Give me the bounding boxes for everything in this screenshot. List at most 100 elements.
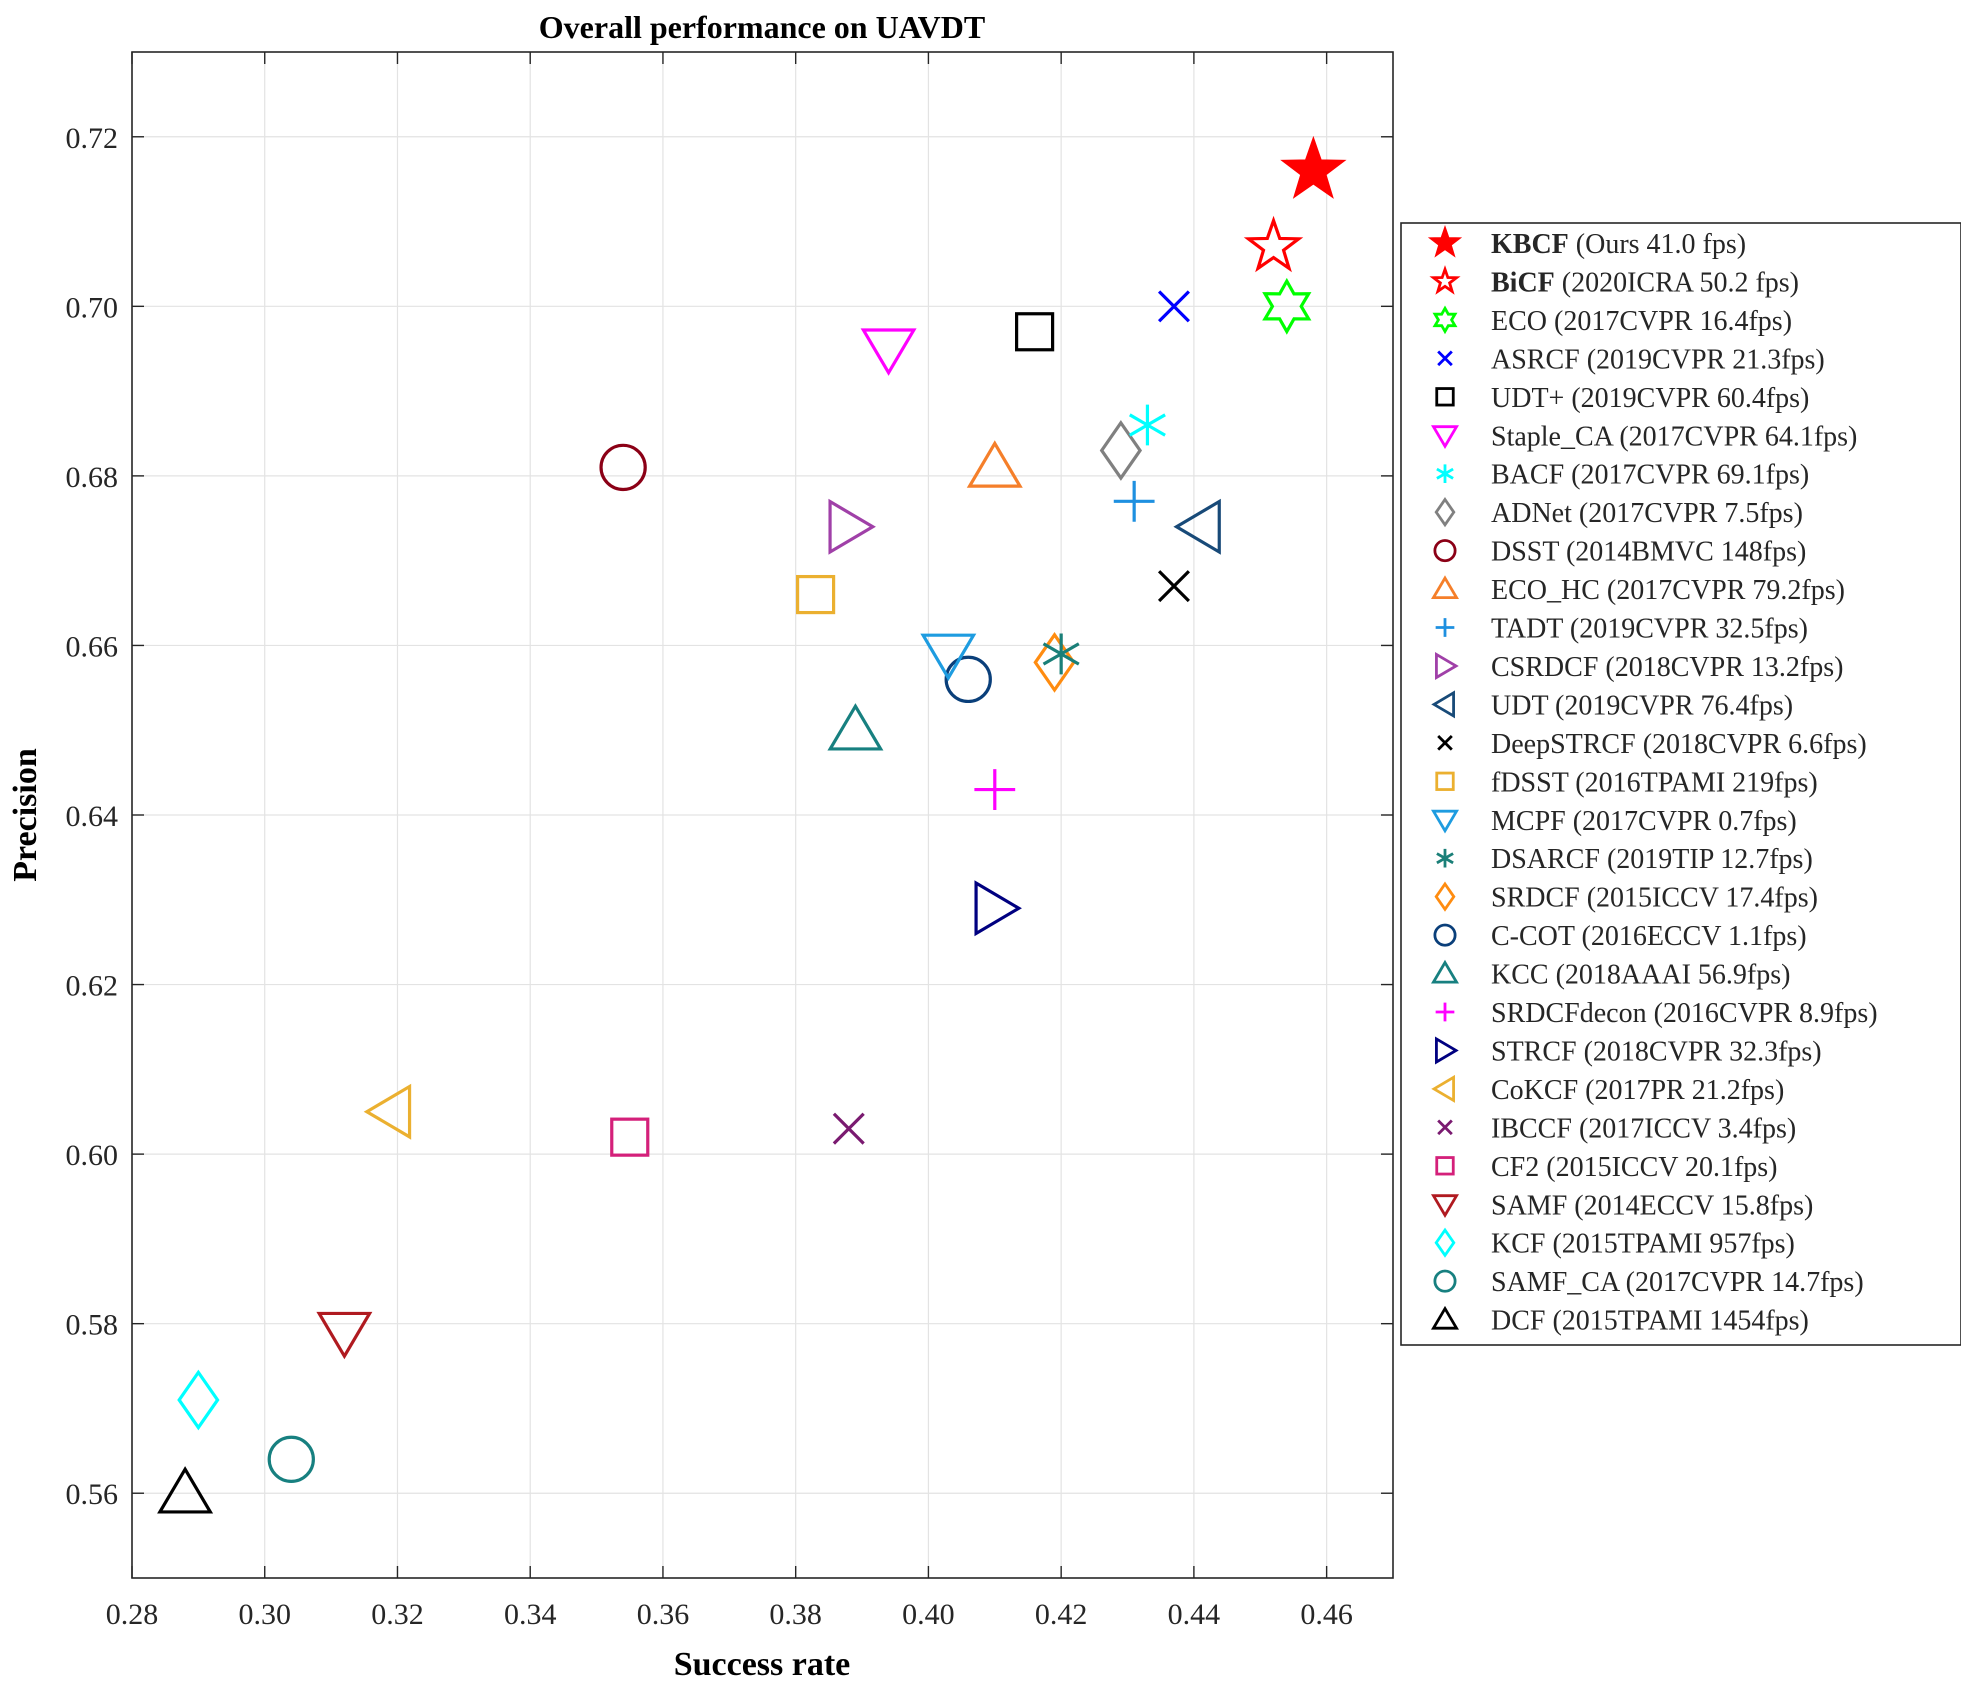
legend-detail: (2019TIP 12.7fps) — [1600, 844, 1813, 875]
legend-marker — [1430, 575, 1460, 600]
marker-layer — [157, 135, 1347, 1514]
legend-detail: (2017CVPR 14.7fps) — [1619, 1267, 1864, 1298]
legend-marker — [1437, 350, 1453, 367]
legend-label: UDT+ (2019CVPR 60.4fps) — [1491, 383, 1809, 414]
legend-entry: SRDCF (2015ICCV 17.4fps) — [1434, 881, 1818, 914]
legend-name: ECO_HC — [1491, 575, 1600, 606]
legend-label: TADT (2019CVPR 32.5fps) — [1491, 614, 1808, 645]
legend-marker — [1427, 224, 1463, 258]
x-tick-label: 0.38 — [769, 1598, 822, 1631]
legend-entry: ADNet (2017CVPR 7.5fps) — [1434, 497, 1803, 529]
y-axis-label: Precision — [7, 748, 44, 882]
legend-name: C-COT — [1491, 921, 1575, 952]
legend-label: MCPF (2017CVPR 0.7fps) — [1491, 806, 1797, 837]
x-tick-label: 0.46 — [1300, 1598, 1353, 1631]
legend-label: STRCF (2018CVPR 32.3fps) — [1491, 1036, 1822, 1067]
legend-label: Staple_CA (2017CVPR 64.1fps) — [1491, 421, 1857, 452]
legend-detail: (2017CVPR 69.1fps) — [1564, 460, 1809, 491]
chart-title: Overall performance on UAVDT — [539, 9, 985, 45]
legend-entry: KBCF (Ours 41.0 fps) — [1427, 224, 1746, 260]
data-point-staple-ca — [860, 328, 917, 376]
legend-detail: (2015TPAMI 1454fps) — [1545, 1306, 1808, 1337]
tick-layer: 0.28 0.30 0.32 0.34 0.36 0.38 0.40 0.42 0.44 0.46… — [66, 52, 1393, 1631]
legend-name: DSST — [1491, 537, 1559, 568]
legend-entry: CSRDCF (2018CVPR 13.2fps) — [1435, 651, 1843, 683]
x-tick-label: 0.44 — [1168, 1598, 1221, 1631]
legend-label: CF2 (2015ICCV 20.1fps) — [1491, 1152, 1778, 1183]
y-tick-label: 0.68 — [66, 461, 119, 494]
legend-marker — [1435, 651, 1459, 680]
legend-marker — [1430, 809, 1460, 834]
legend-entry: CF2 (2015ICCV 20.1fps) — [1435, 1152, 1778, 1183]
legend-label: DSARCF (2019TIP 12.7fps) — [1491, 844, 1813, 875]
data-point-adnet — [1099, 420, 1143, 481]
data-point-strcf — [974, 880, 1022, 937]
data-point-udt — [1173, 498, 1221, 555]
legend-label: SRDCF (2015ICCV 17.4fps) — [1491, 883, 1818, 914]
legend-name: Staple_CA — [1491, 421, 1615, 452]
legend-marker — [1430, 1194, 1460, 1219]
legend-label: DCF (2015TPAMI 1454fps) — [1491, 1306, 1809, 1337]
data-point-dsst — [599, 443, 647, 492]
legend-label: SAMF_CA (2017CVPR 14.7fps) — [1491, 1267, 1864, 1298]
data-point-asrcf — [1157, 290, 1190, 323]
legend-label: SRDCFdecon (2016CVPR 8.9fps) — [1491, 998, 1878, 1029]
legend-entry: CoKCF (2017PR 21.2fps) — [1431, 1074, 1784, 1106]
legend-name: UDT — [1491, 690, 1548, 721]
legend-name: SAMF — [1491, 1190, 1567, 1221]
legend-label: ECO_HC (2017CVPR 79.2fps) — [1491, 575, 1845, 606]
legend-detail: (2019CVPR 60.4fps) — [1564, 383, 1809, 414]
legend-detail: (2018AAAI 56.9fps) — [1549, 960, 1791, 991]
legend-detail: (2017CVPR 7.5fps) — [1572, 498, 1803, 529]
legend-entry: SAMF_CA (2017CVPR 14.7fps) — [1433, 1267, 1864, 1298]
legend-label: fDSST (2016TPAMI 219fps) — [1491, 767, 1818, 798]
data-point-mcpf — [920, 633, 977, 682]
legend-marker — [1434, 1227, 1456, 1258]
legend-detail: (2016ECCV 1.1fps) — [1575, 921, 1807, 952]
legend-name: KCC — [1491, 960, 1549, 991]
legend-label: KCF (2015TPAMI 957fps) — [1491, 1229, 1795, 1260]
legend-entry: UDT (2019CVPR 76.4fps) — [1431, 690, 1793, 721]
legend-detail: (2018CVPR 6.6fps) — [1636, 729, 1867, 760]
data-point-cf2 — [610, 1117, 650, 1157]
legend-entry: ECO_HC (2017CVPR 79.2fps) — [1430, 575, 1845, 606]
y-tick-label: 0.60 — [66, 1139, 119, 1172]
legend-name: DCF — [1491, 1306, 1545, 1337]
legend-name: fDSST — [1491, 767, 1569, 798]
legend-detail: (2015ICCV 20.1fps) — [1539, 1152, 1777, 1183]
legend-entry: SAMF (2014ECCV 15.8fps) — [1430, 1190, 1813, 1221]
data-point-udt- — [1015, 312, 1055, 352]
legend-entry: fDSST (2016TPAMI 219fps) — [1435, 767, 1818, 798]
legend-marker — [1431, 690, 1455, 719]
x-tick-label: 0.30 — [238, 1598, 291, 1631]
legend-marker — [1435, 771, 1455, 791]
legend-name: BiCF — [1491, 267, 1555, 298]
data-point-srdcf — [1033, 631, 1076, 693]
data-point-kcc — [827, 703, 884, 751]
legend-name: KBCF — [1491, 229, 1569, 260]
legend-detail: (2018CVPR 32.3fps) — [1577, 1036, 1822, 1067]
legend-label: KCC (2018AAAI 56.9fps) — [1491, 960, 1790, 991]
legend-detail: (2017CVPR 64.1fps) — [1612, 421, 1857, 452]
legend-marker — [1433, 923, 1457, 947]
legend-detail: (2017CVPR 16.4fps) — [1547, 306, 1792, 337]
data-point-bicf — [1243, 215, 1304, 273]
legend-label: ECO (2017CVPR 16.4fps) — [1491, 306, 1792, 337]
data-point-dsarcf — [1042, 633, 1080, 675]
data-point-srdcfdecon — [974, 769, 1016, 810]
legend-detail: (Ours 41.0 fps) — [1569, 229, 1746, 260]
data-point-csrdcf — [828, 498, 876, 555]
legend-detail: (2018CVPR 13.2fps) — [1598, 652, 1843, 683]
legend-name: CSRDCF — [1491, 652, 1598, 683]
legend-marker — [1436, 848, 1454, 868]
legend-marker — [1435, 1002, 1455, 1022]
x-axis-label: Success rate — [674, 1646, 851, 1683]
legend-name: BACF — [1491, 460, 1564, 491]
data-point-ibccf — [832, 1112, 865, 1145]
legend-marker — [1434, 881, 1456, 912]
legend-name: ECO — [1491, 306, 1547, 337]
legend-entry: DSARCF (2019TIP 12.7fps) — [1436, 844, 1813, 875]
grid-layer — [131, 52, 1393, 1578]
